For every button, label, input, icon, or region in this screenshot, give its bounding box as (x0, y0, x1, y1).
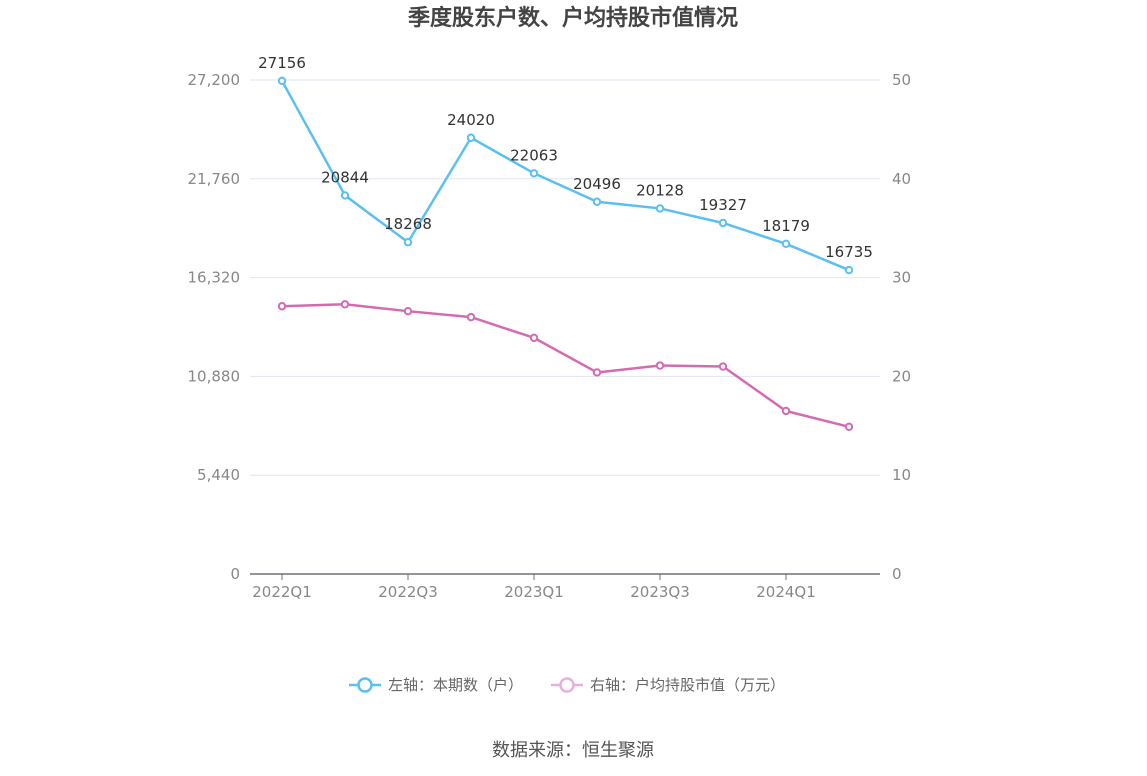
data-label: 22063 (510, 146, 558, 164)
data-label: 20128 (636, 181, 684, 199)
x-tick-label: 2023Q3 (630, 583, 690, 601)
data-label: 18179 (762, 217, 810, 235)
data-point (592, 368, 602, 377)
legend-label: 右轴：户均持股市值（万元） (590, 676, 785, 694)
data-point (340, 191, 350, 200)
data-label: 20496 (573, 175, 621, 193)
data-point (844, 265, 854, 275)
data-point (592, 197, 602, 206)
y-right-tick-label: 40 (892, 170, 911, 188)
y-right-tick-label: 50 (892, 71, 911, 89)
data-label: 24020 (447, 111, 495, 129)
chart-title: 季度股东户数、户均持股市值情况 (408, 5, 738, 31)
y-right-tick-label: 20 (892, 367, 911, 385)
data-point (466, 133, 476, 142)
series-lines (277, 76, 854, 431)
data-labels: 27156 20844 18268 24020 22063 20496 20128 19327… (258, 54, 873, 261)
source-note: 数据来源：恒生聚源 (492, 740, 654, 761)
x-tick-label: 2023Q1 (504, 583, 564, 601)
legend[interactable]: 左轴：本期数（户） 右轴：户均持股市值（万元） (349, 676, 785, 694)
data-point (718, 218, 728, 228)
y-left-tick-label: 0 (230, 565, 240, 583)
data-point (781, 239, 791, 249)
data-point (340, 300, 350, 309)
data-label: 20844 (321, 168, 369, 186)
legend-item-2[interactable]: 右轴：户均持股市值（万元） (551, 676, 785, 694)
series-line-2 (281, 303, 850, 429)
legend-label: 左轴：本期数（户） (388, 676, 523, 694)
y-left-tick-label: 27,200 (188, 71, 241, 89)
y-left-tick-label: 10,880 (188, 367, 241, 385)
data-point (277, 302, 287, 311)
axes: 0 5,440 10,880 16,320 21,760 27,200 0 10 20 30 40 5… (188, 71, 912, 601)
data-point (529, 169, 539, 178)
data-label: 19327 (699, 196, 747, 214)
data-label: 16735 (825, 243, 873, 261)
grid-lines (250, 79, 880, 476)
data-point (466, 312, 476, 322)
y-left-tick-label: 21,760 (188, 170, 241, 188)
y-right-tick-label: 0 (892, 565, 902, 583)
series-line-1 (280, 80, 850, 272)
x-tick-label: 2022Q3 (378, 583, 438, 601)
x-tick-label: 2022Q1 (252, 583, 312, 601)
data-point (655, 361, 665, 370)
data-point (529, 333, 539, 343)
data-point (403, 306, 413, 316)
data-point (655, 204, 665, 213)
y-right-tick-label: 30 (892, 269, 911, 287)
data-point (781, 406, 791, 416)
data-point (718, 362, 728, 371)
data-point (844, 422, 854, 431)
y-left-tick-label: 16,320 (188, 269, 241, 287)
data-point (277, 76, 287, 85)
x-tick-label: 2024Q1 (756, 583, 816, 601)
y-left-tick-label: 5,440 (197, 466, 240, 484)
data-label: 18268 (384, 215, 432, 233)
legend-item-1[interactable]: 左轴：本期数（户） (349, 676, 523, 694)
legend-marker-icon (357, 677, 373, 693)
data-point (403, 238, 413, 247)
y-right-tick-label: 10 (892, 466, 911, 484)
data-label: 27156 (258, 54, 306, 72)
legend-marker-icon (559, 677, 575, 693)
